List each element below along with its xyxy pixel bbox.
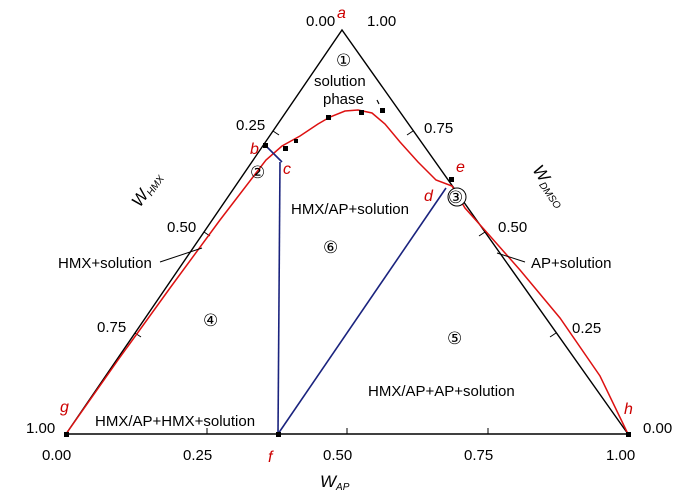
point-label-c: c [283,161,291,178]
point-label-b: b [250,141,259,158]
bottom-tick-label: 1.00 [606,447,635,464]
right-axis-name: WDMSO [527,161,571,211]
left-tick-label: 0.50 [167,219,196,236]
bottom-tick-label: 0.50 [323,447,352,464]
leader-lines [159,247,526,263]
apex-bottom-left-label: 1.00 [26,420,55,437]
tie-line-b-c [265,145,283,163]
svg-text:WHMX: WHMX [128,168,167,212]
point-label-a: a [337,5,346,22]
apex-bottom-right-label: 0.00 [643,420,672,437]
tie-line-c-f [277,161,281,435]
right-tick-label: 0.25 [572,320,601,337]
region-5-number: ⑤ [447,329,462,349]
tie-line-f-d [277,187,447,435]
left-tick-label: 0.75 [97,319,126,336]
region-1-label-line2: phase [323,91,364,108]
region-1-label-line1: solution [314,73,366,90]
region-ap-solution: AP+solution [531,255,611,272]
region-hmx-ap-hmx-solution: HMX/AP+HMX+solution [95,413,255,430]
bottom-tick-label: 0.25 [183,447,212,464]
right-tick-label: 0.50 [498,219,527,236]
left-axis-name: WHMX [128,168,167,212]
region-4-number: ④ [203,311,218,331]
bottom-axis-ticks [206,428,489,434]
point-label-e: e [456,159,465,176]
right-axis-ticks [406,130,557,338]
point-label-d: d [424,188,434,205]
region-1-number: ① [336,51,351,71]
data-markers [64,108,631,437]
point-label-g: g [60,399,69,416]
right-tick-label: 0.75 [424,120,453,137]
left-tick-label: 0.25 [236,117,265,134]
bottom-tick-label: 0.75 [464,447,493,464]
apex-top-right-label: 1.00 [367,13,396,30]
region-2-number: ② [250,163,265,183]
region-3-number: ③ [448,188,463,208]
region-3-circle [447,187,467,207]
x-axis-name: WAP [320,472,350,493]
point-label-f: f [268,449,274,466]
tie-lines [265,145,447,435]
marker-tick [376,99,380,105]
region-6-number: ⑥ [323,238,338,258]
region-hmx-ap-solution: HMX/AP+solution [291,201,409,218]
bottom-tick-label: 0.00 [42,447,71,464]
region-hmx-ap-ap-solution: HMX/AP+AP+solution [368,383,515,400]
apex-top-left-label: 0.00 [306,13,335,30]
solubility-curve [65,109,629,435]
svg-text:WDMSO: WDMSO [527,161,571,211]
point-label-h: h [624,401,633,418]
region-hmx-solution: HMX+solution [58,255,152,272]
